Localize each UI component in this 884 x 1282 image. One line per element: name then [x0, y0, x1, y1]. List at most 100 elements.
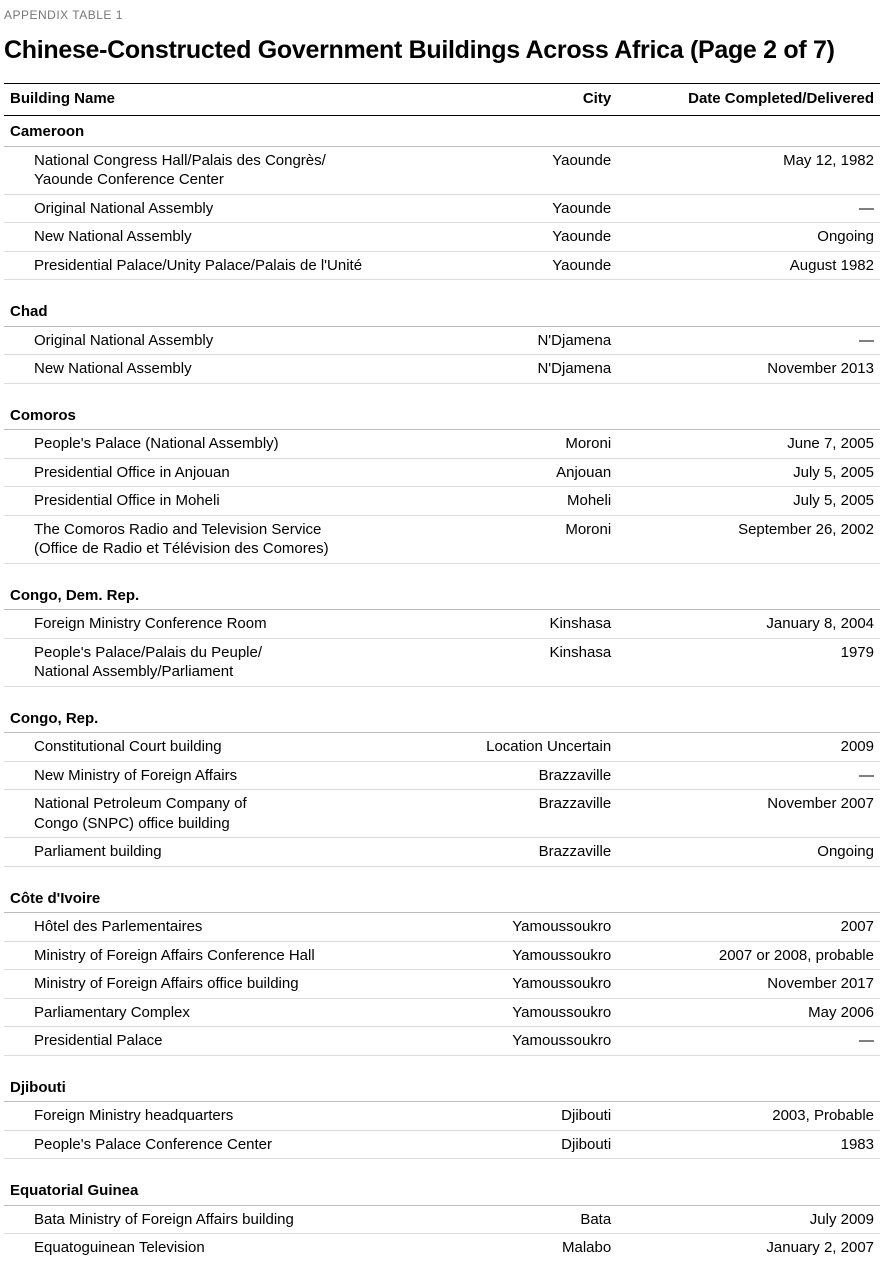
cell-date: July 5, 2005 — [617, 487, 880, 516]
table-row: National Congress Hall/Palais des Congrè… — [4, 146, 880, 194]
country-row: Djibouti — [4, 1055, 880, 1102]
cell-city: Yaounde — [442, 194, 617, 223]
header-building-name: Building Name — [4, 84, 442, 116]
cell-city: Djibouti — [442, 1102, 617, 1131]
table-row: The Comoros Radio and Television Service… — [4, 515, 880, 563]
cell-city: Moheli — [442, 487, 617, 516]
table-row: Ministry of Foreign Affairs office build… — [4, 970, 880, 999]
cell-building-name: Constitutional Court building — [4, 733, 442, 762]
cell-city: Moroni — [442, 430, 617, 459]
cell-date: — — [617, 326, 880, 355]
header-city: City — [442, 84, 617, 116]
cell-building-name: National Congress Hall/Palais des Congrè… — [4, 146, 442, 194]
cell-date: November 2013 — [617, 355, 880, 384]
cell-city: Moroni — [442, 515, 617, 563]
table-row: Presidential Office in MoheliMoheliJuly … — [4, 487, 880, 516]
cell-city: Yamoussoukro — [442, 941, 617, 970]
cell-city: Location Uncertain — [442, 733, 617, 762]
cell-building-name: The Comoros Radio and Television Service… — [4, 515, 442, 563]
cell-building-name: People's Palace/Palais du Peuple/Nationa… — [4, 638, 442, 686]
cell-date: — — [617, 1027, 880, 1056]
cell-date: July 2009 — [617, 1205, 880, 1234]
country-name: Congo, Rep. — [4, 686, 880, 733]
cell-city: Yaounde — [442, 251, 617, 280]
table-row: People's Palace/Palais du Peuple/Nationa… — [4, 638, 880, 686]
country-name: Congo, Dem. Rep. — [4, 563, 880, 610]
table-row: Constitutional Court buildingLocation Un… — [4, 733, 880, 762]
table-row: Foreign Ministry headquartersDjibouti200… — [4, 1102, 880, 1131]
cell-building-name: Parliamentary Complex — [4, 998, 442, 1027]
cell-city: Yamoussoukro — [442, 913, 617, 942]
cell-date: 2007 — [617, 913, 880, 942]
country-row: Congo, Rep. — [4, 686, 880, 733]
table-row: Presidential PalaceYamoussoukro— — [4, 1027, 880, 1056]
cell-date: 2003, Probable — [617, 1102, 880, 1131]
country-row: Comoros — [4, 383, 880, 430]
cell-date: 2009 — [617, 733, 880, 762]
table-row: Hôtel des ParlementairesYamoussoukro2007 — [4, 913, 880, 942]
cell-date: August 1982 — [617, 251, 880, 280]
table-row: New Ministry of Foreign AffairsBrazzavil… — [4, 761, 880, 790]
cell-building-name: Presidential Office in Moheli — [4, 487, 442, 516]
country-name: Chad — [4, 280, 880, 327]
cell-date: January 8, 2004 — [617, 610, 880, 639]
cell-city: Anjouan — [442, 458, 617, 487]
cell-city: Yamoussoukro — [442, 1027, 617, 1056]
cell-date: 1983 — [617, 1130, 880, 1159]
cell-date: November 2017 — [617, 970, 880, 999]
table-row: Presidential Palace/Unity Palace/Palais … — [4, 251, 880, 280]
cell-date: Ongoing — [617, 838, 880, 867]
page-title: Chinese-Constructed Government Buildings… — [4, 36, 880, 65]
cell-city: Brazzaville — [442, 761, 617, 790]
cell-city: Malabo — [442, 1234, 617, 1262]
cell-building-name: Hôtel des Parlementaires — [4, 913, 442, 942]
cell-date: November 2007 — [617, 790, 880, 838]
cell-building-name: New National Assembly — [4, 355, 442, 384]
table-row: New National AssemblyN'DjamenaNovember 2… — [4, 355, 880, 384]
cell-city: Yamoussoukro — [442, 970, 617, 999]
cell-building-name: People's Palace Conference Center — [4, 1130, 442, 1159]
cell-city: Yaounde — [442, 223, 617, 252]
table-header-row: Building Name City Date Completed/Delive… — [4, 84, 880, 116]
cell-city: N'Djamena — [442, 355, 617, 384]
country-row: Congo, Dem. Rep. — [4, 563, 880, 610]
cell-date: 2007 or 2008, probable — [617, 941, 880, 970]
cell-date: July 5, 2005 — [617, 458, 880, 487]
table-row: Foreign Ministry Conference RoomKinshasa… — [4, 610, 880, 639]
cell-city: N'Djamena — [442, 326, 617, 355]
cell-date: May 12, 1982 — [617, 146, 880, 194]
appendix-label: APPENDIX TABLE 1 — [4, 8, 880, 22]
cell-building-name: People's Palace (National Assembly) — [4, 430, 442, 459]
cell-building-name: Ministry of Foreign Affairs Conference H… — [4, 941, 442, 970]
country-name: Comoros — [4, 383, 880, 430]
cell-building-name: Presidential Palace/Unity Palace/Palais … — [4, 251, 442, 280]
cell-city: Djibouti — [442, 1130, 617, 1159]
table-row: Presidential Office in AnjouanAnjouanJul… — [4, 458, 880, 487]
cell-building-name: Original National Assembly — [4, 194, 442, 223]
cell-date: September 26, 2002 — [617, 515, 880, 563]
cell-date: Ongoing — [617, 223, 880, 252]
country-name: Côte d'Ivoire — [4, 866, 880, 913]
cell-building-name: Ministry of Foreign Affairs office build… — [4, 970, 442, 999]
cell-building-name: New National Assembly — [4, 223, 442, 252]
table-row: People's Palace (National Assembly)Moron… — [4, 430, 880, 459]
cell-building-name: New Ministry of Foreign Affairs — [4, 761, 442, 790]
header-date: Date Completed/Delivered — [617, 84, 880, 116]
table-row: Original National AssemblyN'Djamena— — [4, 326, 880, 355]
cell-building-name: National Petroleum Company ofCongo (SNPC… — [4, 790, 442, 838]
cell-date: January 2, 2007 — [617, 1234, 880, 1262]
cell-building-name: Foreign Ministry headquarters — [4, 1102, 442, 1131]
cell-date: — — [617, 761, 880, 790]
cell-building-name: Parliament building — [4, 838, 442, 867]
cell-city: Brazzaville — [442, 838, 617, 867]
table-row: Ministry of Foreign Affairs Conference H… — [4, 941, 880, 970]
cell-city: Kinshasa — [442, 610, 617, 639]
country-row: Chad — [4, 280, 880, 327]
table-row: Parliament buildingBrazzavilleOngoing — [4, 838, 880, 867]
country-row: Côte d'Ivoire — [4, 866, 880, 913]
cell-city: Brazzaville — [442, 790, 617, 838]
country-row: Equatorial Guinea — [4, 1159, 880, 1206]
cell-date: — — [617, 194, 880, 223]
country-name: Equatorial Guinea — [4, 1159, 880, 1206]
table-row: People's Palace Conference CenterDjibout… — [4, 1130, 880, 1159]
